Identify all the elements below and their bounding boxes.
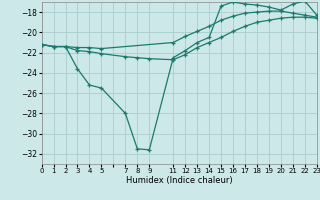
X-axis label: Humidex (Indice chaleur): Humidex (Indice chaleur) [126,176,233,185]
